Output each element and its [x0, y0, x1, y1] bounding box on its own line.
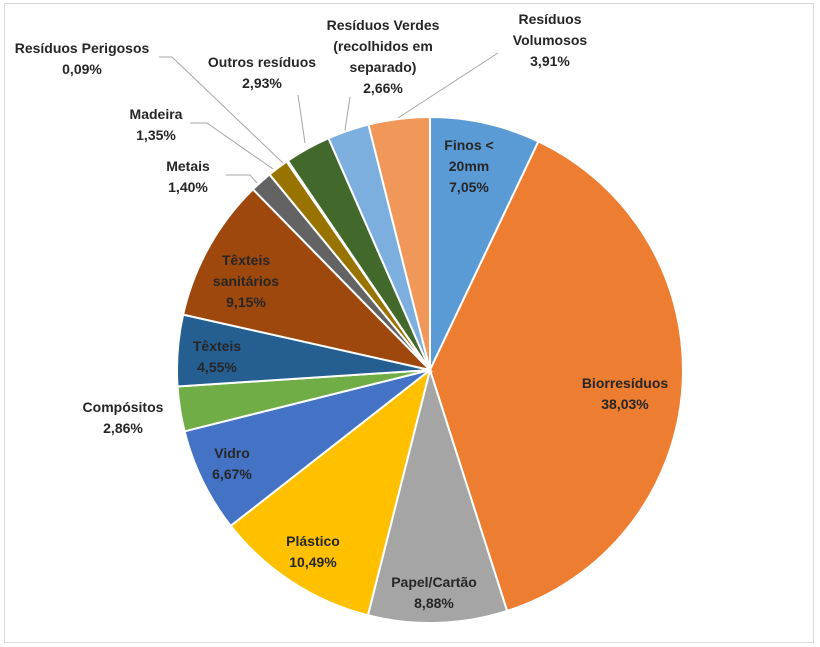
leader-line-metais — [226, 174, 258, 184]
leader-line-residuos-volumosos — [397, 52, 499, 119]
leader-line-residuos-perigosos — [159, 56, 284, 164]
leader-line-outros-residuos — [297, 94, 306, 144]
data-label-vidro: Vidro 6,67% — [212, 445, 252, 482]
pie-slice-plastico — [229, 367, 432, 617]
pie-slice-residuos-volumosos — [367, 115, 431, 371]
data-label-texteis: Têxteis 4,55% — [193, 338, 241, 375]
pie-slice-finos-20mm — [429, 115, 540, 371]
leader-line-madeira — [190, 122, 274, 170]
data-label-residuos-volumosos: Resíduos Volumosos 3,91% — [513, 11, 588, 69]
pie-slice-papel-cartao — [366, 366, 509, 624]
data-label-plastico: Plástico 10,49% — [286, 533, 340, 570]
data-label-compositos: Compósitos 2,86% — [83, 399, 164, 436]
pie-slice-biorresiduos — [428, 140, 684, 613]
data-label-papel-cartao: Papel/Cartão 8,88% — [391, 574, 477, 611]
data-label-residuos-verdes-recolhidos-em-separado: Resíduos Verdes (recolhidos em separado) 2,… — [327, 17, 440, 96]
data-label-finos-20mm: Finos <20mm 7,05% — [444, 137, 493, 195]
data-label-metais: Metais 1,40% — [166, 158, 210, 195]
leader-line-residuos-verdes-recolhidos-em-separado — [344, 96, 351, 131]
pie-slice-texteis-sanitarios — [181, 187, 434, 372]
data-label-biorresiduos: Biorresíduos 38,03% — [582, 375, 669, 412]
data-label-madeira: Madeira 1,35% — [130, 106, 183, 143]
data-label-residuos-perigosos: Resíduos Perigosos 0,09% — [15, 40, 150, 77]
data-label-texteis-sanitarios: Têxteis sanitários 9,15% — [213, 252, 279, 310]
data-label-outros-residuos: Outros resíduos 2,93% — [208, 54, 316, 91]
